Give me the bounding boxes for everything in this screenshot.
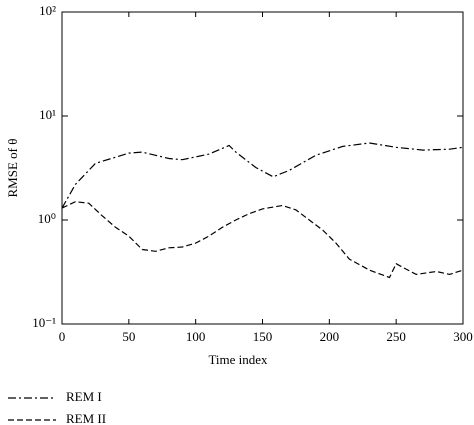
y-tick-label: 10⁻¹	[32, 315, 56, 330]
legend-label: REM I	[66, 389, 102, 404]
series-line	[61, 142, 464, 209]
y-tick-label: 10¹	[39, 107, 56, 122]
x-axis-label: Time index	[208, 352, 268, 367]
y-tick-label: 10⁰	[38, 211, 56, 226]
x-tick-label: 250	[386, 329, 406, 344]
y-tick-label: 10²	[39, 3, 56, 18]
x-tick-label: 300	[453, 329, 473, 344]
series-line	[61, 201, 464, 279]
x-tick-label: 0	[59, 329, 66, 344]
legend-label: REM II	[66, 411, 106, 425]
x-tick-label: 100	[186, 329, 206, 344]
x-tick-label: 50	[122, 329, 135, 344]
x-tick-label: 150	[253, 329, 273, 344]
plot-frame	[61, 11, 464, 325]
y-axis-label: RMSE of θ	[5, 139, 20, 198]
x-tick-label: 200	[320, 329, 340, 344]
